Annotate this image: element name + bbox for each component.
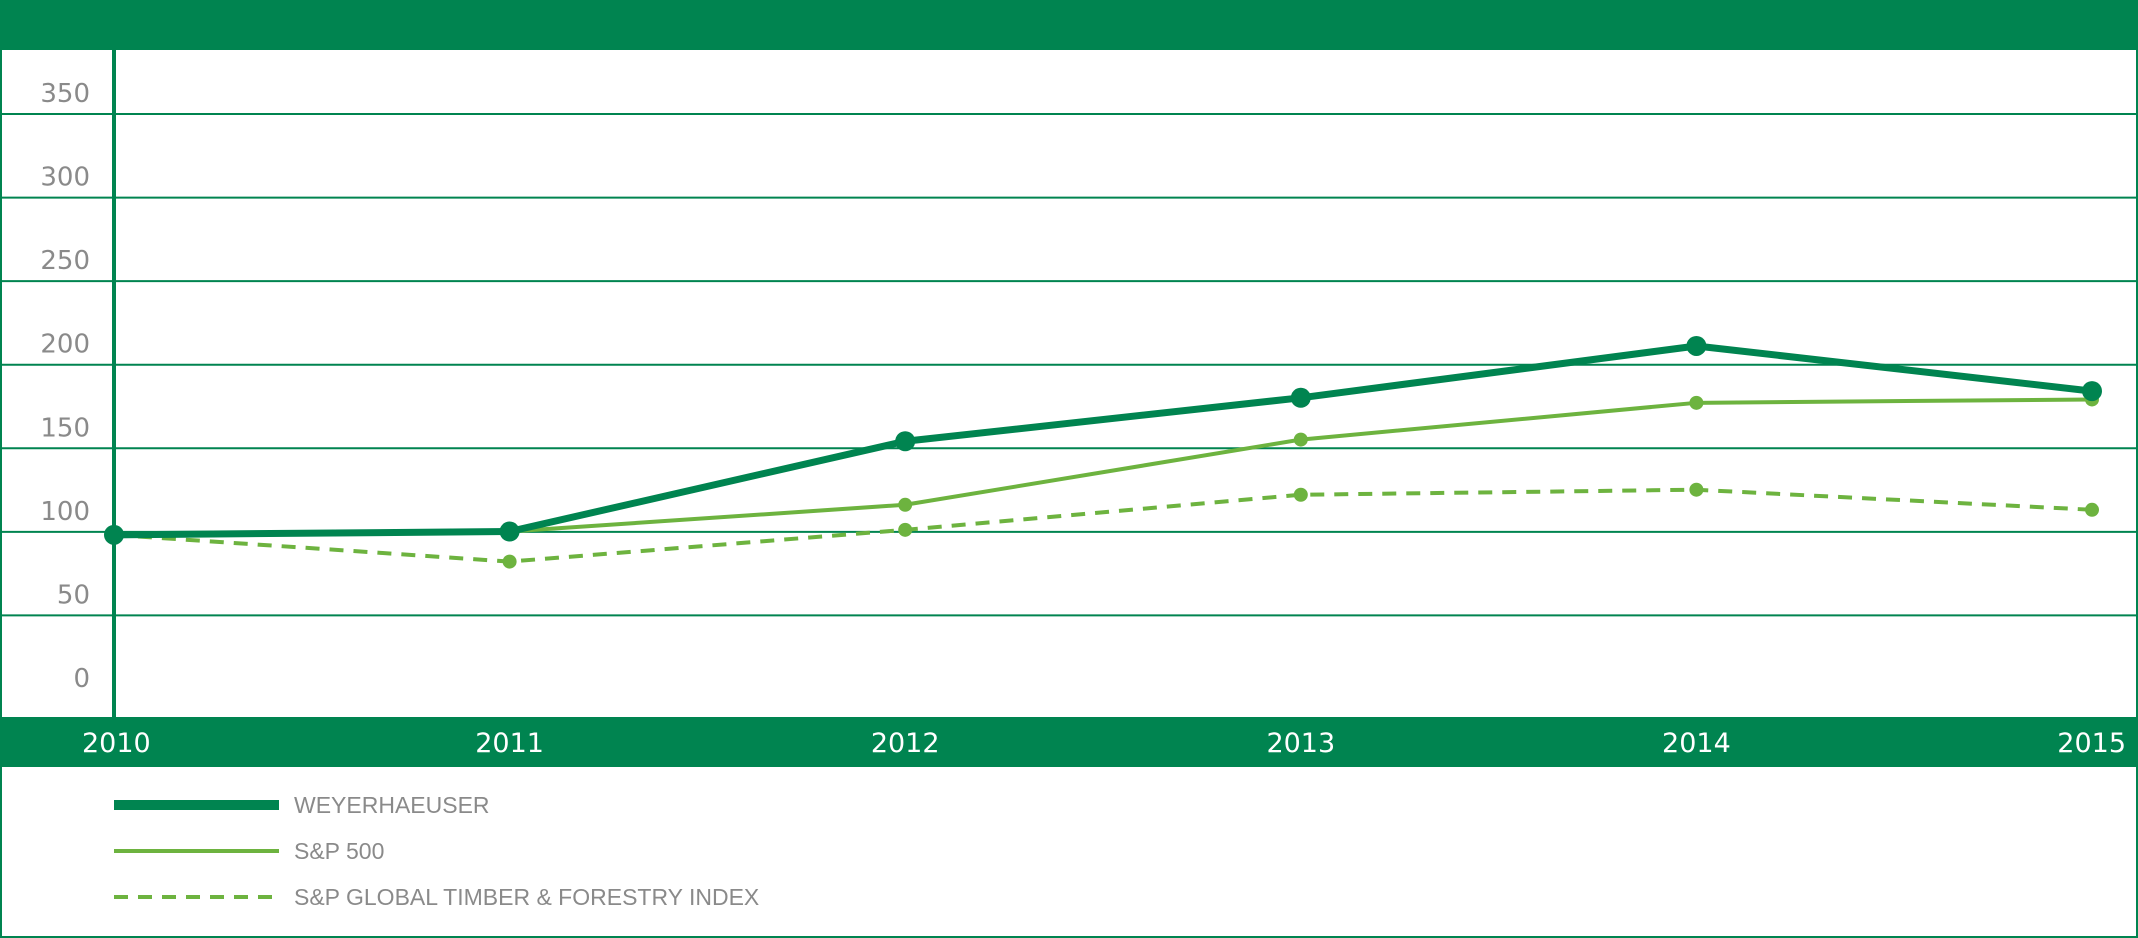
data-point-s-p-500-2012 (898, 497, 913, 512)
x-axis-band (0, 717, 2138, 767)
legend: WEYERHAEUSER S&P 500 S&P GLOBAL TIMBER & F… (114, 792, 759, 910)
data-point-s-p-global-timber-forestry-index-2011 (502, 554, 517, 569)
legend-item-s-p-500: S&P 500 (114, 838, 384, 864)
data-point-weyerhaeuser-2010 (104, 524, 124, 545)
data-point-s-p-500-2013 (1293, 432, 1308, 447)
legend-label-s-p-500: S&P 500 (294, 838, 384, 864)
data-point-s-p-global-timber-forestry-index-2013 (1293, 487, 1308, 502)
y-tick-label-50: 50 (57, 580, 90, 610)
y-tick-label-150: 150 (40, 413, 90, 443)
x-tick-label-2010: 2010 (82, 728, 151, 759)
top-header-band (0, 0, 2138, 50)
x-tick-label-2011: 2011 (475, 728, 544, 759)
series-weyerhaeuser (104, 335, 2102, 545)
data-point-weyerhaeuser-2014 (1686, 335, 1707, 356)
data-point-s-p-global-timber-forestry-index-2012 (898, 522, 913, 537)
y-tick-label-250: 250 (40, 246, 90, 276)
x-tick-label-2013: 2013 (1266, 728, 1335, 759)
y-tick-label-350: 350 (40, 79, 90, 109)
legend-label-s-p-global-timber-forestry-index: S&P GLOBAL TIMBER & FORESTRY INDEX (294, 884, 759, 910)
x-tick-label-2012: 2012 (871, 728, 940, 759)
y-tick-label-100: 100 (40, 497, 90, 527)
series-layer (104, 335, 2102, 569)
x-tick-label-2015: 2015 (2057, 728, 2126, 759)
data-point-weyerhaeuser-2012 (895, 431, 916, 452)
y-axis-tick-labels: 0 50 100 150 200 250 300 350 (40, 79, 90, 694)
y-tick-label-300: 300 (40, 163, 90, 193)
data-point-weyerhaeuser-2015 (2082, 381, 2102, 402)
data-point-weyerhaeuser-2011 (499, 521, 520, 542)
legend-label-weyerhaeuser: WEYERHAEUSER (294, 792, 490, 818)
data-point-s-p-global-timber-forestry-index-2015 (2085, 502, 2099, 517)
y-tick-label-200: 200 (40, 330, 90, 360)
y-tick-label-0: 0 (73, 664, 90, 694)
series-line-weyerhaeuser (113, 342, 2093, 539)
legend-item-s-p-global-timber-forestry-index: S&P GLOBAL TIMBER & FORESTRY INDEX (114, 884, 759, 910)
x-axis-tick-labels: 2010 2011 2012 2013 2014 2015 (82, 728, 2126, 759)
legend-item-weyerhaeuser: WEYERHAEUSER (114, 792, 490, 818)
x-tick-label-2014: 2014 (1662, 728, 1731, 759)
data-point-s-p-global-timber-forestry-index-2014 (1689, 482, 1704, 497)
data-point-weyerhaeuser-2013 (1290, 387, 1311, 408)
series-line-s-p-global-timber-forestry-index (113, 487, 2093, 564)
data-point-s-p-500-2014 (1689, 395, 1704, 410)
